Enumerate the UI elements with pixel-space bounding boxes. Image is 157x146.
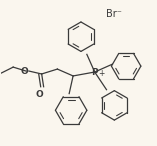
Text: O: O <box>36 90 44 99</box>
Text: Br⁻: Br⁻ <box>106 9 122 19</box>
Text: O: O <box>20 67 28 75</box>
Text: +: + <box>99 69 105 78</box>
Text: P: P <box>91 67 98 77</box>
